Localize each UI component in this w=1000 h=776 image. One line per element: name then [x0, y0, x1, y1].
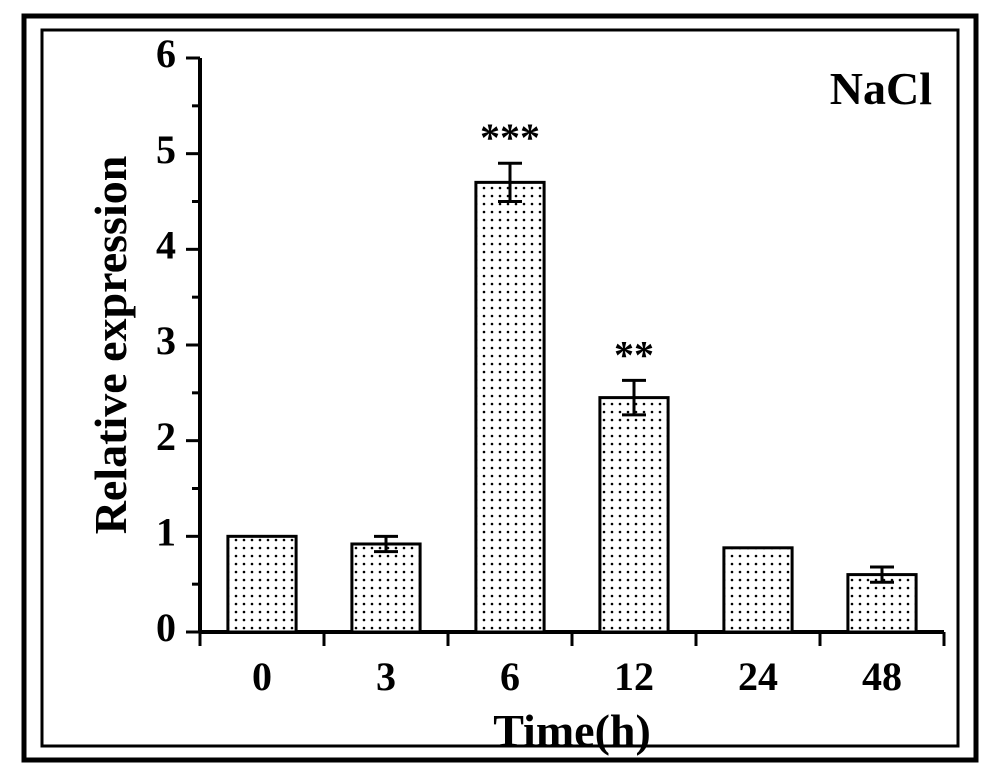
bar: [600, 398, 668, 632]
y-tick-label: 3: [156, 318, 176, 363]
bar: [352, 544, 420, 632]
bar-chart-svg: 0123456036122448*****Relative expression…: [0, 0, 1000, 776]
treatment-label: NaCl: [830, 63, 932, 114]
x-tick-label: 0: [252, 654, 272, 699]
bar: [228, 536, 296, 632]
x-tick-label: 6: [500, 654, 520, 699]
x-tick-label: 48: [862, 654, 902, 699]
y-tick-label: 2: [156, 414, 176, 459]
y-tick-label: 4: [156, 223, 176, 268]
y-tick-label: 5: [156, 127, 176, 172]
x-tick-label: 24: [738, 654, 778, 699]
significance-marker: **: [614, 332, 654, 377]
figure-container: 0123456036122448*****Relative expression…: [0, 0, 1000, 776]
x-axis-label: Time(h): [493, 705, 651, 756]
y-tick-label: 0: [156, 605, 176, 650]
x-tick-label: 3: [376, 654, 396, 699]
bar: [724, 548, 792, 632]
significance-marker: ***: [480, 115, 540, 160]
y-tick-label: 6: [156, 31, 176, 76]
bar: [476, 182, 544, 632]
y-tick-label: 1: [156, 510, 176, 555]
y-axis-label: Relative expression: [85, 156, 136, 535]
x-tick-label: 12: [614, 654, 654, 699]
